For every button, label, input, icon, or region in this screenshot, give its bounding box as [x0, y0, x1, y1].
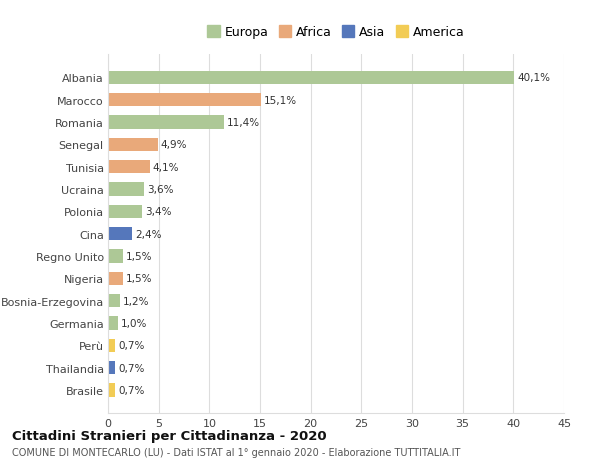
Text: 1,0%: 1,0%: [121, 318, 148, 328]
Bar: [108, 361, 115, 375]
Bar: [108, 294, 120, 308]
Bar: [108, 71, 514, 85]
Bar: [108, 250, 123, 263]
Bar: [108, 183, 145, 196]
Text: 1,5%: 1,5%: [126, 274, 153, 284]
Text: 0,7%: 0,7%: [118, 341, 145, 351]
Bar: [108, 161, 149, 174]
Text: 11,4%: 11,4%: [227, 118, 260, 128]
Bar: [108, 205, 142, 218]
Text: 40,1%: 40,1%: [517, 73, 550, 83]
Text: 3,6%: 3,6%: [148, 185, 174, 195]
Bar: [108, 317, 118, 330]
Bar: [108, 138, 158, 151]
Bar: [108, 272, 123, 285]
Text: 4,1%: 4,1%: [152, 162, 179, 172]
Bar: [108, 94, 261, 107]
Text: 15,1%: 15,1%: [264, 95, 297, 105]
Legend: Europa, Africa, Asia, America: Europa, Africa, Asia, America: [205, 24, 467, 42]
Bar: [108, 227, 133, 241]
Text: 1,5%: 1,5%: [126, 252, 153, 261]
Bar: [108, 339, 115, 352]
Bar: [108, 383, 115, 397]
Text: COMUNE DI MONTECARLO (LU) - Dati ISTAT al 1° gennaio 2020 - Elaborazione TUTTITA: COMUNE DI MONTECARLO (LU) - Dati ISTAT a…: [12, 448, 460, 458]
Text: 0,7%: 0,7%: [118, 363, 145, 373]
Text: Cittadini Stranieri per Cittadinanza - 2020: Cittadini Stranieri per Cittadinanza - 2…: [12, 429, 326, 442]
Bar: [108, 116, 224, 129]
Text: 3,4%: 3,4%: [145, 207, 172, 217]
Text: 4,9%: 4,9%: [161, 140, 187, 150]
Text: 1,2%: 1,2%: [123, 296, 150, 306]
Text: 0,7%: 0,7%: [118, 385, 145, 395]
Text: 2,4%: 2,4%: [136, 229, 162, 239]
